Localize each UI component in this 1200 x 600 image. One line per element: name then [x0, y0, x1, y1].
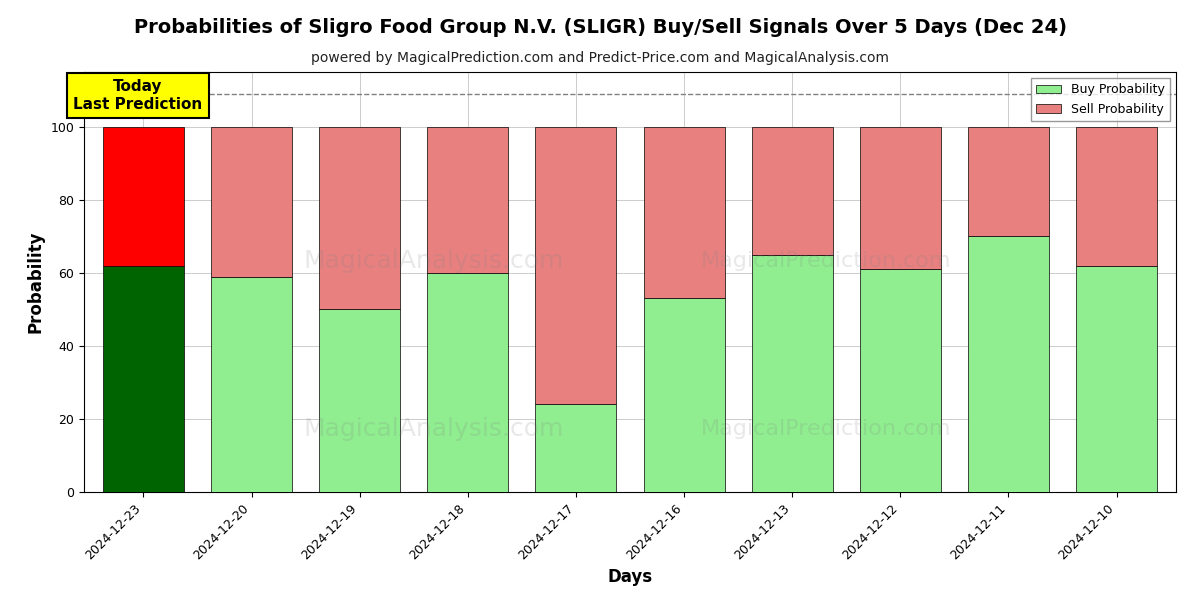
Text: MagicalAnalysis.com: MagicalAnalysis.com	[304, 417, 564, 441]
Bar	[1076, 127, 1157, 266]
Bar	[643, 127, 725, 298]
Text: powered by MagicalPrediction.com and Predict-Price.com and MagicalAnalysis.com: powered by MagicalPrediction.com and Pre…	[311, 51, 889, 65]
Text: Today
Last Prediction: Today Last Prediction	[73, 79, 203, 112]
Bar	[211, 277, 292, 492]
Bar	[968, 127, 1049, 236]
Bar	[103, 127, 184, 266]
Bar	[427, 273, 509, 492]
Bar	[859, 269, 941, 492]
Bar	[535, 127, 617, 404]
Text: MagicalAnalysis.com: MagicalAnalysis.com	[304, 249, 564, 273]
Bar	[751, 127, 833, 254]
X-axis label: Days: Days	[607, 568, 653, 586]
Text: MagicalPrediction.com: MagicalPrediction.com	[701, 419, 952, 439]
Bar	[535, 404, 617, 492]
Text: MagicalPrediction.com: MagicalPrediction.com	[701, 251, 952, 271]
Bar	[859, 127, 941, 269]
Bar	[643, 298, 725, 492]
Bar	[319, 310, 401, 492]
Bar	[751, 254, 833, 492]
Text: Probabilities of Sligro Food Group N.V. (SLIGR) Buy/Sell Signals Over 5 Days (De: Probabilities of Sligro Food Group N.V. …	[133, 18, 1067, 37]
Y-axis label: Probability: Probability	[26, 231, 44, 333]
Bar	[1076, 266, 1157, 492]
Bar	[968, 236, 1049, 492]
Legend: Buy Probability, Sell Probability: Buy Probability, Sell Probability	[1031, 78, 1170, 121]
Bar	[103, 266, 184, 492]
Bar	[319, 127, 401, 310]
Bar	[211, 127, 292, 277]
Bar	[427, 127, 509, 273]
